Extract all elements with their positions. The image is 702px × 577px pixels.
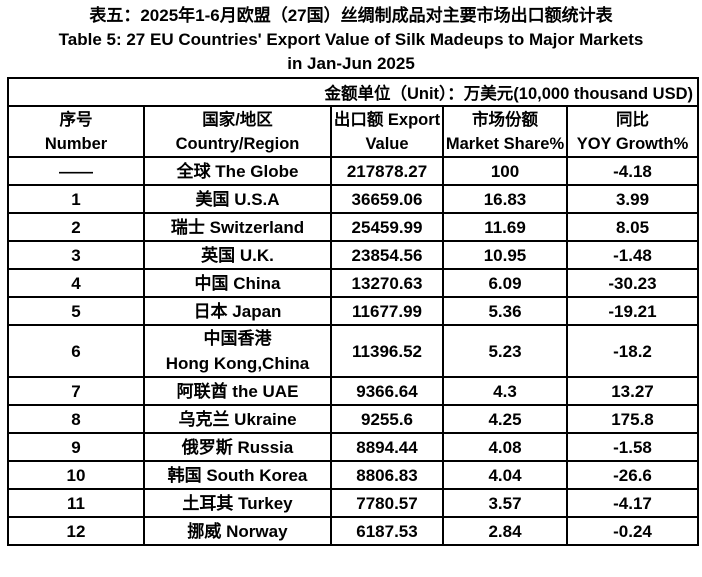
cell-country: 俄罗斯 Russia — [143, 432, 332, 462]
cell-yoy: -30.23 — [566, 268, 699, 298]
column-header-country: 国家/地区 Country/Region — [143, 105, 332, 158]
cell-export: 36659.06 — [330, 184, 444, 214]
cell-country: 韩国 South Korea — [143, 460, 332, 490]
cell-country: 乌克兰 Ukraine — [143, 404, 332, 434]
cell-yoy: 175.8 — [566, 404, 699, 434]
cell-yoy: -0.24 — [566, 516, 699, 546]
column-header-number: 序号 Number — [7, 105, 145, 158]
cell-number: 6 — [7, 324, 145, 378]
cell-yoy: 8.05 — [566, 212, 699, 242]
table-row: 1 美国 U.S.A 36659.06 16.83 3.99 — [7, 184, 699, 214]
cell-yoy: -26.6 — [566, 460, 699, 490]
cell-yoy: 13.27 — [566, 376, 699, 406]
cell-share: 100 — [442, 156, 568, 186]
cell-share: 11.69 — [442, 212, 568, 242]
table-title-en: Table 5: 27 EU Countries' Export Value o… — [58, 30, 644, 49]
cell-number: 7 — [7, 376, 145, 406]
cell-yoy: -19.21 — [566, 296, 699, 326]
table-row: 4 中国 China 13270.63 6.09 -30.23 — [7, 268, 699, 298]
cell-share: 3.57 — [442, 488, 568, 518]
cell-yoy: -1.58 — [566, 432, 699, 462]
cell-export: 25459.99 — [330, 212, 444, 242]
cell-country: 阿联酋 the UAE — [143, 376, 332, 406]
cell-country: 美国 U.S.A — [143, 184, 332, 214]
cell-number: 11 — [7, 488, 145, 518]
column-header-export: 出口额 Export Value — [330, 105, 444, 158]
cell-number: 4 — [7, 268, 145, 298]
unit-note: 金额单位（Unit）：万美元(10,000 thousand USD) — [7, 77, 699, 107]
table-header-row: 序号 Number 国家/地区 Country/Region 出口额 Export … — [7, 105, 699, 158]
cell-export: 9366.64 — [330, 376, 444, 406]
cell-export: 11677.99 — [330, 296, 444, 326]
cell-number: 2 — [7, 212, 145, 242]
table-row: 12 挪威 Norway 6187.53 2.84 -0.24 — [7, 516, 699, 546]
table-title-zh: 表五：2025年1-6月欧盟（27国）丝绸制成品对主要市场出口额统计表 — [89, 6, 613, 25]
cell-country: 挪威 Norway — [143, 516, 332, 546]
table-row: 5 日本 Japan 11677.99 5.36 -19.21 — [7, 296, 699, 326]
cell-export: 13270.63 — [330, 268, 444, 298]
cell-yoy: -4.18 — [566, 156, 699, 186]
cell-share: 5.23 — [442, 324, 568, 378]
column-header-yoy: 同比 YOY Growth% — [566, 105, 699, 158]
cell-share: 4.3 — [442, 376, 568, 406]
cell-number: 3 — [7, 240, 145, 270]
cell-yoy: -1.48 — [566, 240, 699, 270]
cell-share: 16.83 — [442, 184, 568, 214]
cell-export: 8894.44 — [330, 432, 444, 462]
table-row: 2 瑞士 Switzerland 25459.99 11.69 8.05 — [7, 212, 699, 242]
table-row: 6 中国香港 Hong Kong,China 11396.52 5.23 -18.2 — [7, 324, 699, 378]
cell-number: —— — [7, 156, 145, 186]
cell-export: 23854.56 — [330, 240, 444, 270]
cell-country: 中国香港 Hong Kong,China — [143, 324, 332, 378]
table-row: 8 乌克兰 Ukraine 9255.6 4.25 175.8 — [7, 404, 699, 434]
column-header-share: 市场份额 Market Share% — [442, 105, 568, 158]
cell-share: 5.36 — [442, 296, 568, 326]
cell-number: 9 — [7, 432, 145, 462]
cell-country: 全球 The Globe — [143, 156, 332, 186]
cell-yoy: -18.2 — [566, 324, 699, 378]
cell-yoy: 3.99 — [566, 184, 699, 214]
cell-share: 2.84 — [442, 516, 568, 546]
cell-yoy: -4.17 — [566, 488, 699, 518]
title-block: 表五：2025年1-6月欧盟（27国）丝绸制成品对主要市场出口额统计表 Tabl… — [0, 0, 702, 76]
cell-export: 217878.27 — [330, 156, 444, 186]
cell-country: 中国 China — [143, 268, 332, 298]
cell-share: 4.25 — [442, 404, 568, 434]
cell-export: 7780.57 — [330, 488, 444, 518]
cell-country: 土耳其 Turkey — [143, 488, 332, 518]
cell-country: 英国 U.K. — [143, 240, 332, 270]
cell-export: 8806.83 — [330, 460, 444, 490]
cell-number: 5 — [7, 296, 145, 326]
cell-number: 10 — [7, 460, 145, 490]
cell-share: 10.95 — [442, 240, 568, 270]
cell-export: 11396.52 — [330, 324, 444, 378]
cell-share: 6.09 — [442, 268, 568, 298]
table-row: 9 俄罗斯 Russia 8894.44 4.08 -1.58 — [7, 432, 699, 462]
cell-country: 日本 Japan — [143, 296, 332, 326]
export-statistics-table: 金额单位（Unit）：万美元(10,000 thousand USD) 序号 N… — [7, 77, 699, 546]
cell-number: 1 — [7, 184, 145, 214]
cell-share: 4.08 — [442, 432, 568, 462]
cell-share: 4.04 — [442, 460, 568, 490]
cell-export: 9255.6 — [330, 404, 444, 434]
table-row: —— 全球 The Globe 217878.27 100 -4.18 — [7, 156, 699, 186]
cell-number: 12 — [7, 516, 145, 546]
table-row: 3 英国 U.K. 23854.56 10.95 -1.48 — [7, 240, 699, 270]
table-row: 11 土耳其 Turkey 7780.57 3.57 -4.17 — [7, 488, 699, 518]
cell-export: 6187.53 — [330, 516, 444, 546]
table-row: 10 韩国 South Korea 8806.83 4.04 -26.6 — [7, 460, 699, 490]
cell-country: 瑞士 Switzerland — [143, 212, 332, 242]
cell-number: 8 — [7, 404, 145, 434]
unit-row: 金额单位（Unit）：万美元(10,000 thousand USD) — [7, 77, 699, 107]
table-title-period: in Jan-Jun 2025 — [287, 54, 415, 73]
table-row: 7 阿联酋 the UAE 9366.64 4.3 13.27 — [7, 376, 699, 406]
